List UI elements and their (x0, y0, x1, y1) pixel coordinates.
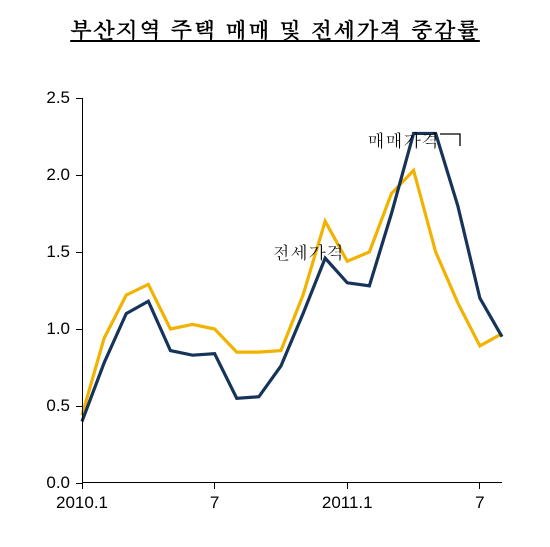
chart-title: 부산지역 주택 매매 및 전세가격 중감률 (0, 14, 550, 45)
y-tick (76, 175, 82, 176)
y-tick (76, 252, 82, 253)
y-axis-line (82, 98, 83, 483)
y-tick-label: 1.5 (20, 242, 70, 262)
y-tick-label: 1.0 (20, 319, 70, 339)
x-axis-line (82, 482, 502, 483)
x-tick (479, 483, 480, 489)
y-tick-label: 2.0 (20, 165, 70, 185)
chart-container: { "title": "부산지역 주택 매매 및 전세가격 중감률", "tit… (0, 0, 550, 547)
x-tick-label: 2010.1 (42, 493, 122, 513)
x-tick (82, 483, 83, 489)
y-tick (76, 406, 82, 407)
y-tick (76, 98, 82, 99)
plot-area: 0.00.51.01.52.02.52010.172011.17전세가격매매가격 (82, 98, 502, 483)
y-tick-label: 0.0 (20, 473, 70, 493)
series-매매가격 (82, 133, 502, 421)
x-tick-label: 7 (175, 493, 255, 513)
y-tick-label: 2.5 (20, 88, 70, 108)
label-maemae: 매매가격 (367, 128, 439, 153)
x-tick-label: 2011.1 (307, 493, 387, 513)
series-전세가격 (82, 170, 502, 415)
chart-svg (82, 98, 502, 483)
x-tick (347, 483, 348, 489)
x-tick-label: 7 (440, 493, 520, 513)
y-tick-label: 0.5 (20, 396, 70, 416)
x-tick (214, 483, 215, 489)
y-tick (76, 329, 82, 330)
label-jeonse: 전세가격 (272, 240, 344, 265)
callout-maemae (440, 134, 460, 146)
